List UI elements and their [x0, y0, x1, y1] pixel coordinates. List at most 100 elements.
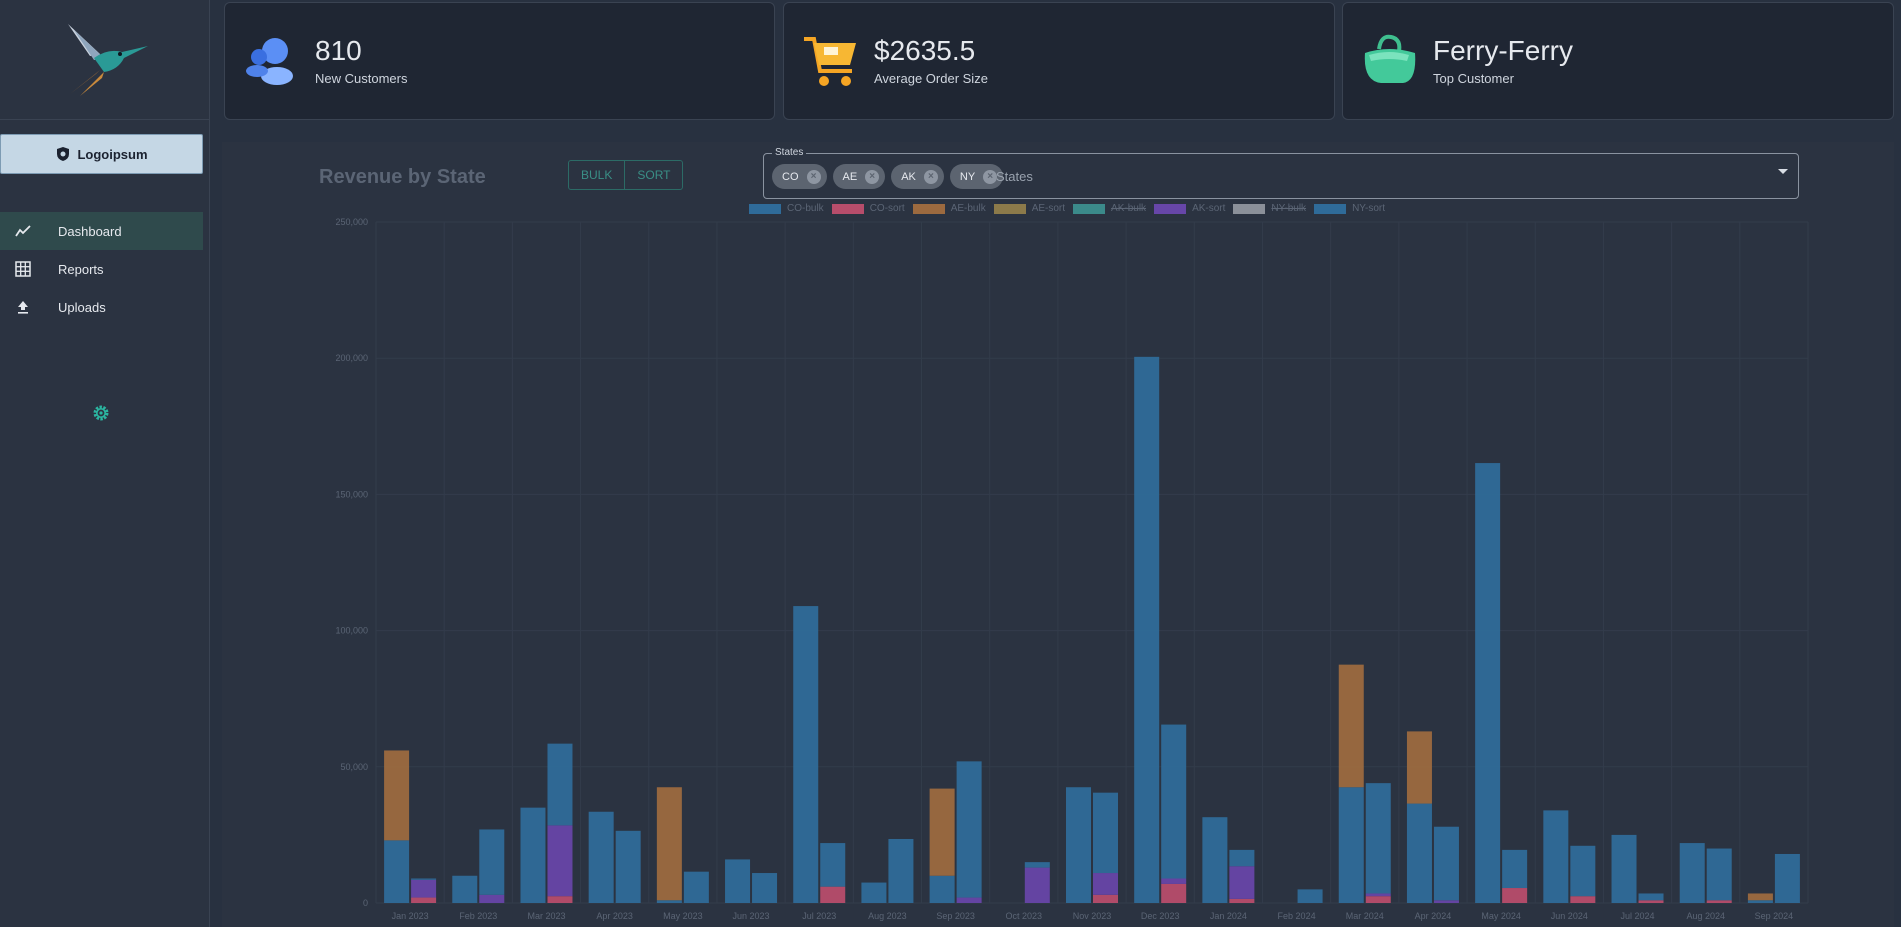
sidebar-item-uploads[interactable]: Uploads: [0, 288, 203, 326]
bar-segment: [820, 886, 846, 903]
bar-segment: [1502, 888, 1528, 903]
sidebar-item-dashboard[interactable]: Dashboard: [0, 212, 203, 250]
revenue-panel: Revenue by State BULK SORT States CO × AE…: [222, 142, 1894, 927]
legend-label: AK-bulk: [1111, 203, 1147, 214]
legend-item[interactable]: AK-sort: [1154, 203, 1225, 214]
x-tick-label: Mar 2023: [527, 911, 565, 921]
shield-logo-icon: [57, 147, 70, 161]
bar-segment: [1475, 463, 1501, 903]
bar-segment: [1365, 783, 1391, 894]
sidebar: Logoipsum Dashboard Reports Uploads: [0, 0, 210, 927]
bar-segment: [479, 829, 505, 895]
legend-label: AK-sort: [1192, 203, 1226, 214]
legend-label: CO-bulk: [787, 203, 824, 214]
legend-label: CO-sort: [869, 203, 905, 214]
brand-button[interactable]: Logoipsum: [0, 134, 203, 174]
bar-segment: [1229, 866, 1255, 899]
toggle-sort-button[interactable]: SORT: [624, 161, 682, 189]
bar-segment: [547, 743, 573, 826]
states-input-placeholder[interactable]: States: [996, 169, 1033, 184]
sidebar-nav: Dashboard Reports Uploads: [0, 212, 203, 326]
y-tick-label: 100,000: [335, 626, 368, 636]
bar-segment: [520, 807, 546, 903]
legend-swatch: [993, 203, 1026, 214]
legend-swatch: [1314, 203, 1347, 214]
states-field-label: States: [772, 147, 807, 158]
bar-segment: [1502, 849, 1528, 889]
y-tick-label: 150,000: [335, 489, 368, 499]
kpi-value: $2635.5: [874, 35, 976, 67]
bar-segment: [820, 843, 846, 887]
chip-remove-icon[interactable]: ×: [923, 169, 938, 184]
legend-label: NY-bulk: [1271, 203, 1307, 214]
x-tick-label: Dec 2023: [1141, 911, 1180, 921]
legend-item[interactable]: AE-bulk: [912, 203, 986, 214]
legend-item[interactable]: AE-sort: [993, 203, 1065, 214]
legend-item[interactable]: NY-bulk: [1233, 203, 1306, 214]
legend-item[interactable]: CO-sort: [831, 203, 905, 214]
bar-segment: [1570, 896, 1596, 903]
legend-item[interactable]: NY-sort: [1314, 203, 1385, 214]
bar-segment: [752, 873, 778, 903]
bar-segment: [1679, 843, 1705, 903]
cart-icon: [804, 37, 856, 86]
state-chip[interactable]: NY ×: [949, 164, 1004, 189]
chip-label: AK: [901, 170, 916, 183]
bar-segment: [683, 871, 709, 903]
bar-segment: [1093, 873, 1118, 895]
chip-remove-icon[interactable]: ×: [865, 169, 880, 184]
x-tick-label: May 2024: [1481, 911, 1521, 921]
bar-segment: [1161, 883, 1187, 903]
state-chip[interactable]: CO ×: [772, 164, 827, 189]
chip-label: NY: [959, 170, 976, 183]
x-tick-label: Apr 2023: [596, 911, 633, 921]
x-tick-label: Jun 2023: [733, 911, 770, 921]
bag-icon: [1364, 34, 1416, 83]
bar-segment: [547, 896, 573, 903]
legend-swatch: [912, 203, 945, 214]
bar-segment: [1161, 724, 1187, 879]
bar-segment: [1338, 787, 1364, 903]
bar-segment: [1134, 356, 1160, 903]
bar-segment: [956, 761, 982, 898]
kpi-card-top-customer: Ferry-Ferry Top Customer: [1342, 2, 1894, 120]
legend-item[interactable]: AK-bulk: [1073, 203, 1146, 214]
bar-segment: [1706, 900, 1732, 903]
chip-remove-icon[interactable]: ×: [806, 169, 821, 184]
state-chip[interactable]: AE ×: [832, 164, 886, 189]
bar-segment: [1570, 845, 1596, 897]
sidebar-item-reports[interactable]: Reports: [0, 250, 203, 288]
sidebar-item-label: Dashboard: [58, 223, 122, 239]
legend-label: NY-sort: [1352, 203, 1386, 214]
bar-segment: [1638, 893, 1664, 901]
bar-segment: [1433, 900, 1459, 903]
bar-segment: [1024, 867, 1050, 903]
panel-title: Revenue by State: [319, 166, 486, 188]
bar-segment: [1202, 817, 1228, 903]
bar-segment: [1774, 853, 1800, 903]
states-select[interactable]: States CO × AE × AK × NY × States: [763, 147, 1799, 199]
legend-item[interactable]: CO-bulk: [749, 203, 824, 214]
bar-segment: [1093, 792, 1118, 874]
x-tick-label: May 2023: [663, 911, 703, 921]
x-tick-label: Aug 2023: [868, 911, 907, 921]
bar-segment: [656, 900, 682, 903]
bar-segment: [615, 830, 641, 903]
chart-legend: CO-bulk CO-sort AE-bulk AE-sort AK-bulk AK-so…: [749, 203, 1385, 214]
x-tick-label: Aug 2024: [1686, 911, 1725, 921]
states-chips: CO × AE × AK × NY ×: [772, 164, 1004, 189]
kpi-label: Top Customer: [1433, 70, 1514, 86]
chevron-down-icon[interactable]: [1778, 169, 1788, 174]
customers-icon: [246, 38, 293, 85]
trending-line-icon: [14, 222, 32, 240]
bar-segment: [1706, 848, 1732, 901]
gear-icon[interactable]: [92, 404, 110, 422]
chip-remove-icon[interactable]: ×: [983, 169, 998, 184]
bar-segment: [956, 897, 982, 903]
bar-segment: [1638, 900, 1664, 903]
hummingbird-logo-icon[interactable]: [60, 20, 150, 100]
bar-segment: [656, 787, 682, 901]
bulk-sort-toggle: BULK SORT: [568, 160, 684, 190]
state-chip[interactable]: AK ×: [891, 164, 944, 189]
toggle-bulk-button[interactable]: BULK: [581, 168, 613, 182]
